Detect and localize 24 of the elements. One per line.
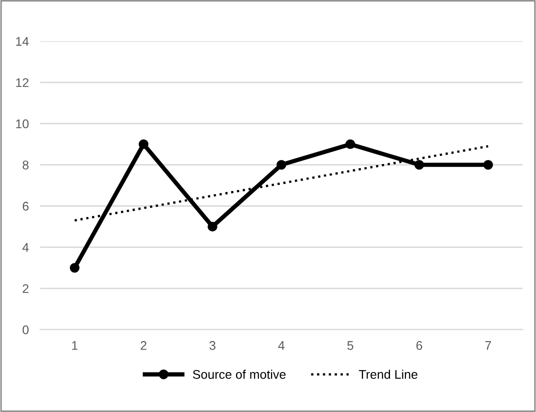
x-tick-label: 2 [140, 341, 146, 350]
point [276, 160, 286, 170]
x-tick-label: 6 [416, 341, 422, 350]
x-tick-label: 5 [347, 341, 354, 350]
x-tick-label: 7 [485, 341, 491, 350]
y-tick-label: 12 [16, 78, 28, 87]
x-tick-label: 1 [72, 341, 78, 350]
point [70, 262, 80, 273]
legend-label: Source of motive [192, 370, 286, 379]
y-tick-label: 4 [22, 243, 29, 252]
x-tick-label: 4 [278, 341, 285, 350]
point [138, 139, 148, 150]
point [208, 222, 218, 232]
y-tick-label: 6 [22, 202, 29, 211]
y-tick-label: 2 [22, 284, 28, 293]
point [414, 160, 424, 170]
y-tick-label: 8 [22, 160, 29, 170]
y-tick-label: 10 [16, 119, 29, 128]
point [483, 160, 494, 170]
point [345, 139, 356, 150]
x-tick-label: 3 [209, 341, 216, 350]
y-tick-label: 0 [22, 325, 29, 334]
y-tick-label: 14 [16, 37, 29, 46]
legend-label: Trend Line [358, 370, 418, 379]
